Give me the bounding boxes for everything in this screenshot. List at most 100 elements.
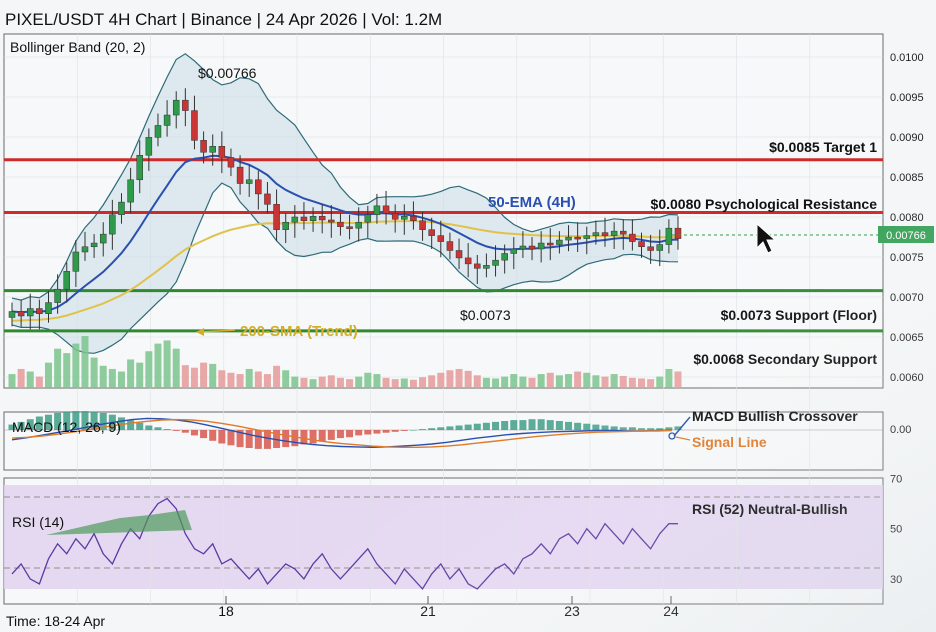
- volume-bar: [136, 362, 144, 388]
- volume-bar: [355, 376, 363, 388]
- macd-histogram-bar: [291, 430, 299, 447]
- candle-body: [236, 166, 244, 184]
- volume-bar: [245, 368, 253, 388]
- ema-label: 50-EMA (4H): [488, 194, 576, 211]
- candle-body: [455, 250, 463, 259]
- volume-bar: [273, 365, 281, 388]
- candle-body: [391, 213, 399, 220]
- candle-body: [36, 308, 43, 314]
- volume-bar: [282, 370, 290, 388]
- volume-bar: [473, 375, 481, 388]
- volume-bar: [291, 376, 299, 388]
- candle-body: [273, 204, 280, 230]
- candle-body: [510, 248, 518, 254]
- candle-body: [300, 216, 308, 221]
- candle-body: [45, 302, 52, 314]
- price-tick-label: 0.0090: [890, 132, 924, 144]
- macd-label: MACD (12, 26, 9): [12, 419, 121, 435]
- candle-body: [410, 216, 417, 221]
- volume-bar: [519, 376, 527, 388]
- macd-crossover-label: MACD Bullish Crossover: [692, 408, 858, 424]
- macd-histogram-bar: [391, 430, 399, 432]
- volume-bar: [300, 377, 308, 388]
- macd-histogram-bar: [583, 423, 591, 430]
- candle-body: [8, 311, 16, 318]
- price-tick-label: 0.0075: [890, 252, 924, 264]
- volume-bar: [464, 370, 472, 388]
- candle-body: [191, 110, 198, 141]
- volume-bar: [391, 379, 399, 388]
- candle-body: [54, 288, 61, 303]
- volume-bar: [17, 368, 25, 388]
- level-target-1-label: $0.0085 Target 1: [769, 139, 877, 155]
- volume-bar: [99, 365, 107, 388]
- macd-histogram-bar: [510, 420, 518, 430]
- volume-bar: [108, 368, 116, 388]
- candle-body: [227, 157, 235, 168]
- sma-label: 200-SMA (Trend): [240, 323, 358, 340]
- candle-body: [182, 99, 189, 111]
- price-tick-label: 0.0070: [890, 292, 924, 304]
- candle-body: [601, 232, 609, 236]
- volume-bar: [482, 377, 490, 388]
- macd-histogram-bar: [592, 424, 600, 430]
- macd-histogram-bar: [309, 430, 317, 444]
- candle-body: [474, 263, 481, 269]
- price-tick-label: 0.0100: [890, 52, 924, 64]
- volume-bar: [446, 370, 454, 388]
- volume-bar: [54, 348, 62, 388]
- price-tick-label: 0.0085: [890, 172, 924, 184]
- candle-body: [337, 221, 344, 227]
- candle-body: [127, 179, 134, 203]
- level-resistance-label: $0.0080 Psychological Resistance: [651, 196, 878, 212]
- volume-bar: [555, 375, 563, 388]
- price-tick-label: 0.0095: [890, 92, 924, 104]
- volume-bar: [428, 375, 436, 388]
- candle-body: [364, 214, 372, 223]
- macd-histogram-bar: [501, 421, 509, 430]
- candle-body: [574, 236, 581, 240]
- macd-histogram-bar: [428, 428, 436, 430]
- volume-bar: [619, 375, 627, 388]
- candle-body: [346, 226, 353, 229]
- volume-bar: [674, 371, 682, 388]
- volume-bar: [81, 336, 89, 388]
- rsi-tick-label: 30: [890, 574, 902, 586]
- candle-body: [291, 216, 299, 223]
- candle-body: [419, 220, 426, 230]
- volume-bar: [638, 378, 646, 388]
- macd-histogram-bar: [327, 430, 335, 440]
- candle-body: [355, 221, 362, 229]
- volume-bar: [263, 374, 271, 388]
- candle-body: [245, 179, 253, 184]
- volume-bar: [72, 343, 80, 388]
- candle-body: [63, 271, 70, 290]
- volume-bar: [44, 362, 52, 388]
- volume-bar: [419, 377, 427, 388]
- candle-body: [501, 253, 508, 261]
- price-axis: 0.0100 0.0095 0.0090 0.0085 0.0080 0.0075 0.00…: [890, 52, 924, 586]
- macd-histogram-bar: [455, 425, 463, 430]
- rsi-annotation: RSI (52) Neutral-Bullish: [692, 501, 848, 517]
- volume-bar: [537, 374, 545, 388]
- macd-tick-label: 0.00: [890, 424, 911, 436]
- candle-body: [200, 140, 207, 153]
- macd-histogram-bar: [437, 427, 445, 430]
- candle-body: [172, 99, 180, 116]
- macd-histogram-bar: [647, 428, 655, 430]
- volume-bar: [592, 375, 600, 388]
- volume-bar: [127, 359, 135, 388]
- macd-histogram-bar: [610, 426, 618, 430]
- volume-bar: [610, 374, 618, 388]
- volume-bar: [528, 377, 536, 388]
- volume-bar: [90, 357, 98, 388]
- macd-histogram-bar: [172, 430, 180, 431]
- macd-histogram-bar: [218, 430, 226, 444]
- volume-bar: [218, 370, 226, 388]
- macd-histogram-bar: [546, 420, 554, 430]
- volume-bar: [382, 377, 390, 388]
- candle-body: [309, 216, 317, 221]
- volume-bar: [336, 377, 344, 388]
